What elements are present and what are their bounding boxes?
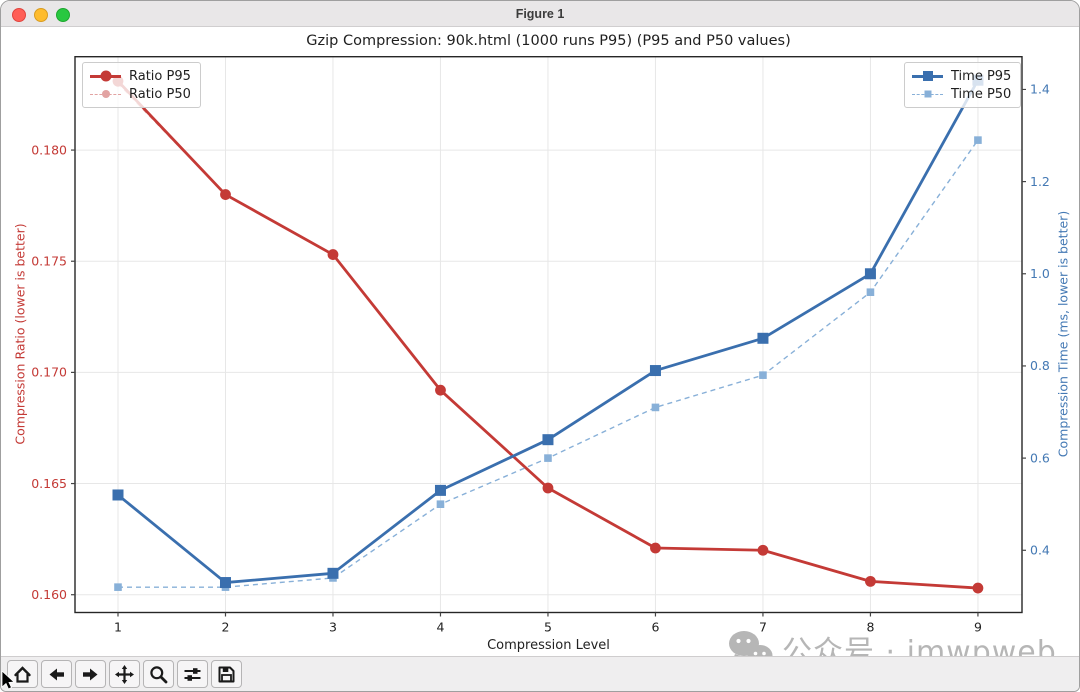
legend-ratio: Ratio P95 Ratio P50	[82, 62, 201, 108]
y-right-tick-label: 1.0	[1030, 266, 1050, 281]
x-tick-label: 4	[436, 620, 444, 635]
series-time-p95-marker	[219, 577, 231, 589]
right-axis-label: Compression Time (ms, lower is better)	[1055, 210, 1071, 458]
x-tick-label: 6	[651, 620, 659, 635]
window-title: Figure 1	[515, 6, 565, 21]
ratio-p95-line-sample	[90, 70, 121, 83]
y-left-tick-label: 0.160	[31, 587, 67, 602]
x-tick-label: 8	[866, 620, 874, 635]
series-time-p95-marker	[649, 365, 661, 377]
y-left-tick-label: 0.165	[31, 476, 67, 491]
navigation-toolbar	[1, 656, 1079, 691]
legend-label: Ratio P95	[129, 68, 191, 84]
series-time-p95-marker	[327, 567, 339, 579]
series-ratio-p95-marker	[327, 249, 339, 260]
x-tick-label: 1	[114, 620, 122, 635]
maximize-button[interactable]	[56, 7, 70, 22]
x-tick-label: 7	[759, 620, 767, 635]
time-p50-line-sample	[912, 88, 943, 101]
series-time-p95-marker	[112, 489, 124, 501]
series-time-p50-marker	[866, 288, 875, 297]
sliders-icon	[184, 667, 201, 681]
series-time-p95-marker	[864, 268, 876, 280]
close-button[interactable]	[12, 7, 26, 22]
back-button[interactable]	[41, 660, 72, 688]
left-axis-label: Compression Ratio (lower is better)	[12, 223, 28, 445]
series-ratio-p95-marker	[865, 575, 876, 587]
y-left-tick-label: 0.170	[31, 365, 67, 380]
legend-time: Time P95 Time P50	[904, 62, 1022, 108]
window-titlebar: Figure 1	[1, 1, 1079, 27]
x-tick-label: 2	[222, 620, 230, 635]
series-ratio-p95-marker	[757, 544, 769, 556]
configure-subplots-button[interactable]	[177, 660, 208, 688]
pan-arrows-icon	[115, 664, 134, 684]
magnifier-icon	[150, 665, 168, 683]
time-p95-line-sample	[912, 70, 943, 83]
home-icon	[14, 665, 31, 683]
chart-title: Gzip Compression: 90k.html (1000 runs P9…	[306, 33, 791, 49]
y-left-tick-label: 0.180	[31, 142, 67, 157]
forward-button[interactable]	[75, 660, 106, 688]
series-time-p95-marker	[542, 434, 554, 446]
legend-label: Time P50	[951, 86, 1012, 102]
series-time-p50-marker	[114, 583, 122, 591]
legend-label: Ratio P50	[129, 86, 191, 102]
pan-button[interactable]	[109, 660, 140, 688]
legend-item-time-p95: Time P95	[912, 67, 1011, 85]
series-time-p50-marker	[544, 454, 552, 462]
mouse-cursor	[1, 671, 15, 690]
traffic-lights	[12, 7, 70, 22]
forward-arrow-icon	[83, 668, 98, 680]
series-time-p95-marker	[434, 484, 446, 496]
x-tick-label: 5	[544, 620, 552, 635]
back-arrow-icon	[49, 668, 64, 680]
series-ratio-p95-marker	[650, 542, 661, 554]
plot-border	[74, 56, 1023, 614]
series-ratio-p95-marker	[542, 482, 554, 494]
minimize-button[interactable]	[34, 7, 48, 22]
x-tick-label: 9	[974, 620, 982, 635]
series-ratio-p95-marker	[220, 189, 231, 200]
y-right-tick-label: 0.4	[1030, 543, 1050, 558]
y-right-tick-label: 1.4	[1030, 82, 1050, 97]
series-ratio-p95-marker	[972, 582, 984, 594]
x-tick-label: 3	[329, 620, 337, 635]
legend-item-ratio-p50: Ratio P50	[90, 85, 191, 103]
y-right-tick-label: 0.8	[1030, 358, 1050, 373]
series-ratio-p95-marker	[435, 384, 446, 396]
floppy-disk-icon	[218, 666, 235, 682]
series-time-p50-marker	[436, 500, 445, 508]
y-right-tick-label: 1.2	[1030, 174, 1050, 189]
x-axis-label: Compression Level	[487, 638, 610, 653]
zoom-button[interactable]	[143, 660, 174, 688]
home-button[interactable]	[7, 660, 38, 688]
series-time-p50-marker	[651, 403, 660, 412]
y-right-tick-label: 0.6	[1030, 450, 1050, 465]
save-button[interactable]	[211, 660, 242, 688]
series-time-p50-marker	[974, 136, 982, 144]
y-left-tick-label: 0.175	[31, 254, 67, 269]
legend-item-time-p50: Time P50	[912, 85, 1011, 103]
series-time-p50-marker	[759, 371, 767, 379]
series-time-p95-marker	[757, 332, 769, 344]
legend-label: Time P95	[951, 68, 1012, 84]
ratio-p50-line-sample	[90, 88, 121, 101]
legend-item-ratio-p95: Ratio P95	[90, 67, 191, 85]
